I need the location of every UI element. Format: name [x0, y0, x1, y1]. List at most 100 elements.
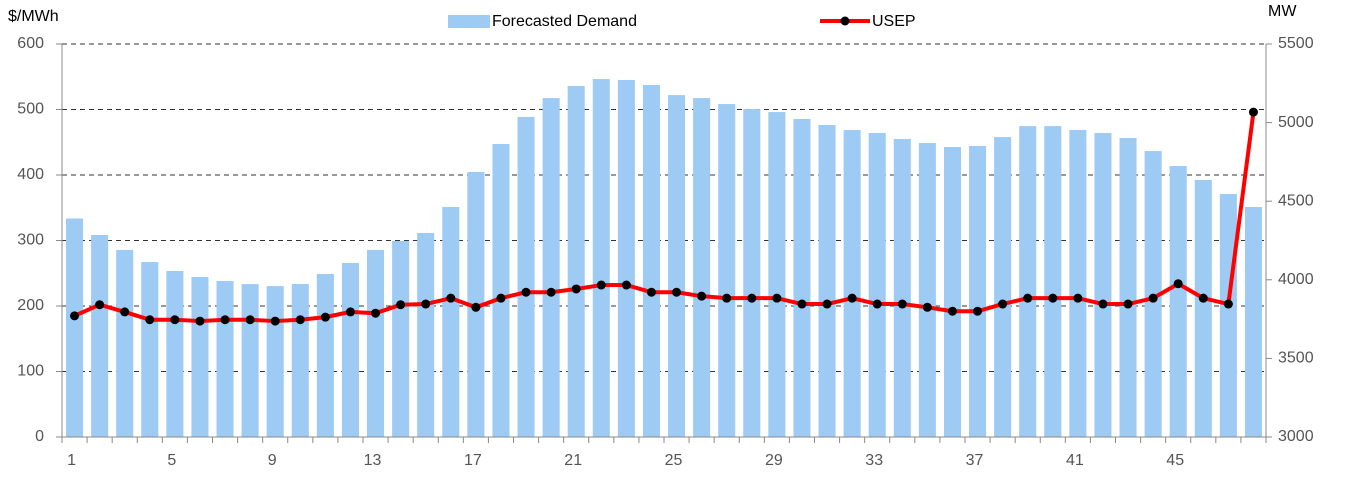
marker [1048, 293, 1058, 303]
bar [216, 281, 234, 437]
bar [1019, 126, 1037, 437]
y-tick-label: 600 [17, 35, 44, 52]
legend-swatch [448, 15, 490, 28]
x-tick-label: 29 [765, 452, 783, 469]
marker [1098, 299, 1108, 309]
x-tick-label: 41 [1066, 452, 1084, 469]
marker [446, 293, 456, 303]
y2-axis-label: MW [1268, 3, 1297, 20]
bar [918, 143, 936, 437]
marker [672, 287, 682, 297]
marker [421, 299, 431, 309]
bar [367, 249, 385, 437]
bar [893, 138, 911, 438]
x-tick-label: 21 [564, 452, 582, 469]
bar [66, 218, 84, 437]
x-tick-label: 33 [865, 452, 883, 469]
marker [1148, 293, 1158, 303]
legend-text: USEP [872, 13, 916, 30]
bar [241, 284, 259, 437]
marker [697, 291, 707, 301]
y2-tick-label: 5500 [1278, 35, 1314, 52]
bar [191, 276, 209, 437]
marker [822, 299, 832, 309]
marker [371, 308, 381, 318]
marker [270, 316, 280, 326]
marker [1223, 299, 1233, 309]
bar [868, 132, 886, 437]
bar [693, 98, 711, 438]
bar [994, 137, 1012, 438]
marker [320, 312, 330, 322]
marker [195, 316, 205, 326]
bar [341, 262, 359, 437]
marker [70, 311, 80, 321]
bar [943, 146, 961, 437]
marker [571, 284, 581, 294]
bar [1244, 207, 1262, 437]
bar [1119, 138, 1137, 437]
marker [345, 307, 355, 317]
bar [567, 85, 585, 437]
marker [1173, 279, 1183, 289]
y2-tick-label: 3000 [1278, 428, 1314, 445]
bar [166, 270, 184, 437]
bar [768, 112, 786, 437]
bar [617, 79, 635, 437]
bar [266, 286, 284, 437]
marker [947, 306, 957, 316]
bar [642, 85, 660, 437]
x-tick-label: 37 [966, 452, 984, 469]
marker [396, 300, 406, 310]
bar [668, 95, 686, 437]
marker [1248, 107, 1258, 117]
marker [747, 293, 757, 303]
bar [818, 124, 836, 437]
x-tick-label: 45 [1166, 452, 1184, 469]
marker [170, 315, 180, 325]
y2-tick-label: 3500 [1278, 350, 1314, 367]
bar [392, 240, 410, 437]
marker [120, 307, 130, 317]
marker [1198, 293, 1208, 303]
marker [521, 287, 531, 297]
marker [772, 293, 782, 303]
y-axis-label: $/MWh [8, 8, 59, 25]
y-tick-label: 300 [17, 232, 44, 249]
marker [922, 302, 932, 312]
bar [442, 207, 460, 437]
bar [969, 146, 987, 437]
bar [417, 232, 435, 437]
bar [141, 262, 159, 437]
marker [973, 306, 983, 316]
y-tick-label: 400 [17, 166, 44, 183]
y-tick-label: 100 [17, 363, 44, 380]
x-tick-label: 5 [167, 452, 176, 469]
bar [718, 104, 736, 437]
marker [897, 299, 907, 309]
bar [1069, 129, 1087, 437]
bar [291, 284, 309, 437]
bar [793, 118, 811, 437]
bar [843, 129, 861, 437]
bar [743, 109, 761, 437]
marker [1123, 299, 1133, 309]
marker [245, 315, 255, 325]
y2-tick-label: 5000 [1278, 114, 1314, 131]
x-tick-label: 17 [464, 452, 482, 469]
x-tick-label: 9 [268, 452, 277, 469]
marker [847, 293, 857, 303]
bar [492, 143, 510, 438]
marker [546, 287, 556, 297]
marker [646, 287, 656, 297]
bar [517, 116, 535, 438]
marker [998, 299, 1008, 309]
marker [596, 280, 606, 290]
x-tick-label: 25 [665, 452, 683, 469]
marker [496, 293, 506, 303]
bar [1169, 165, 1187, 438]
y2-tick-label: 4000 [1278, 271, 1314, 288]
marker [295, 315, 305, 325]
marker [621, 280, 631, 290]
